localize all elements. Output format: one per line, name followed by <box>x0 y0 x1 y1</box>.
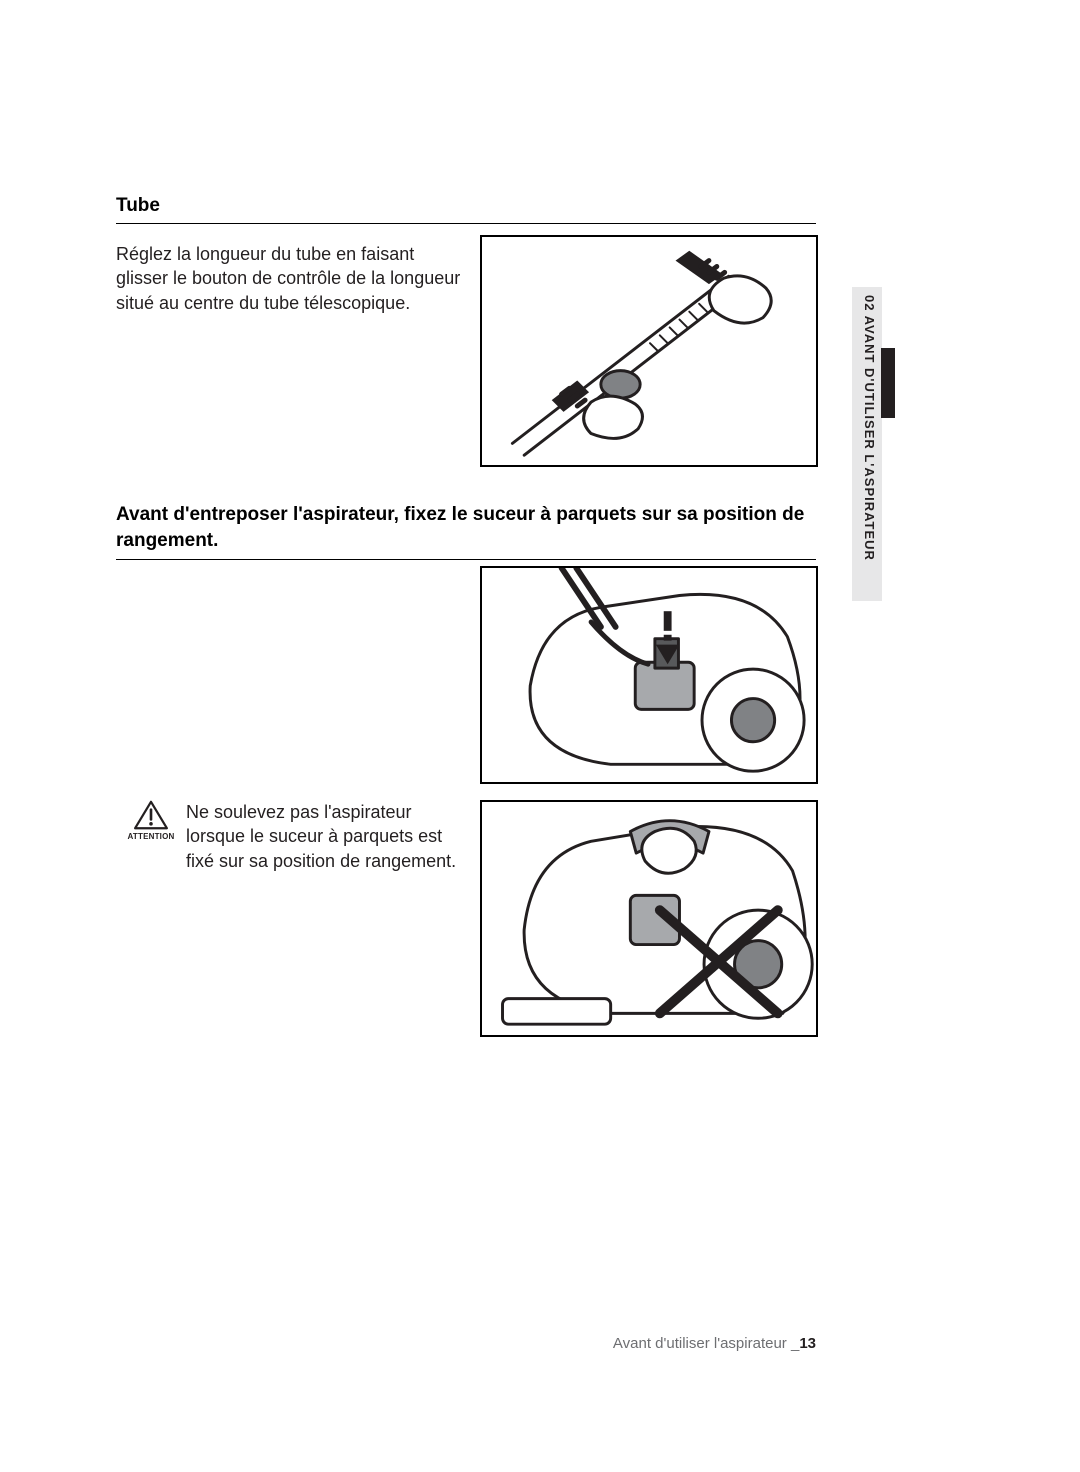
footer-running-head: Avant d'utiliser l'aspirateur _ <box>613 1335 799 1352</box>
thumb-index-marker <box>881 348 895 418</box>
parking-illustration-icon <box>482 568 816 782</box>
storage-heading: Avant d'entreposer l'aspirateur, fixez l… <box>116 502 816 553</box>
warning-triangle-icon <box>131 800 171 830</box>
footer-page-number: 13 <box>799 1335 816 1352</box>
figure-parking-position <box>480 566 818 784</box>
manual-page: 02 AVANT D'UTILISER L'ASPIRATEUR Tube Ré… <box>0 0 1080 1472</box>
tube-body-text: Réglez la longueur du tube en faisant gl… <box>116 242 471 315</box>
figure-tube-adjust <box>480 235 818 467</box>
storage-heading-wrap: Avant d'entreposer l'aspirateur, fixez l… <box>116 502 816 560</box>
attention-text: Ne soulevez pas l'aspirateur lorsque le … <box>186 800 470 873</box>
chapter-tab-label: 02 AVANT D'UTILISER L'ASPIRATEUR <box>857 295 877 561</box>
attention-label: ATTENTION <box>128 832 175 841</box>
figure-do-not-lift <box>480 800 818 1037</box>
page-footer: Avant d'utiliser l'aspirateur _13 <box>116 1335 816 1352</box>
tube-illustration-icon <box>482 237 816 465</box>
tube-heading: Tube <box>116 195 816 224</box>
do-not-lift-illustration-icon <box>482 802 816 1035</box>
attention-block: ATTENTION Ne soulevez pas l'aspirateur l… <box>130 800 470 873</box>
attention-icon-group: ATTENTION <box>130 800 172 841</box>
